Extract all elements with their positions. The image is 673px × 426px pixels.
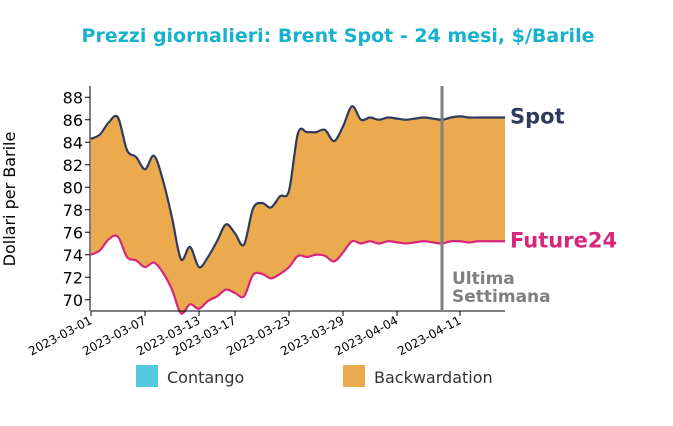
annotation-text-line: Settimana (452, 287, 551, 307)
y-axis: 70 72 74 76 78 80 82 84 86 88 (63, 86, 91, 311)
chart-title: Prezzi giornalieri: Brent Spot - 24 mesi… (82, 25, 595, 47)
y-tick-label: 88 (63, 88, 83, 107)
x-axis: 2023-03-012023-03-072023-03-132023-03-17… (26, 310, 505, 358)
future24-line (90, 234, 505, 315)
y-tick-label: 74 (63, 246, 83, 265)
legend-swatch (136, 365, 158, 387)
plot-area (90, 105, 505, 315)
legend-item-contango[interactable]: Contango (136, 365, 244, 387)
spot-line (90, 105, 505, 269)
legend-swatch (343, 365, 365, 387)
legend-item-backwardation[interactable]: Backwardation (343, 365, 493, 387)
series-labels: Spot Future24 (510, 105, 617, 253)
backwardation-area (91, 106, 505, 314)
x-tick-label: 2023-04-11 (395, 313, 463, 358)
y-tick-label: 86 (63, 111, 83, 130)
future24-series-label: Future24 (510, 228, 617, 252)
y-tick-label: 72 (63, 268, 83, 287)
y-tick-label: 84 (63, 133, 83, 152)
y-tick-label: 76 (63, 223, 83, 242)
y-tick-label: 78 (63, 201, 83, 220)
annotation-text-line: Ultima (452, 269, 515, 289)
y-tick-label: 82 (63, 156, 83, 175)
spot-series-label: Spot (510, 105, 565, 129)
legend-label: Contango (167, 368, 244, 387)
legend[interactable]: Contango Backwardation (136, 365, 493, 387)
legend-label: Backwardation (374, 368, 493, 387)
y-tick-label: 70 (63, 291, 83, 310)
y-tick-label: 80 (63, 178, 83, 197)
y-axis-label: Dollari per Barile (0, 132, 19, 267)
